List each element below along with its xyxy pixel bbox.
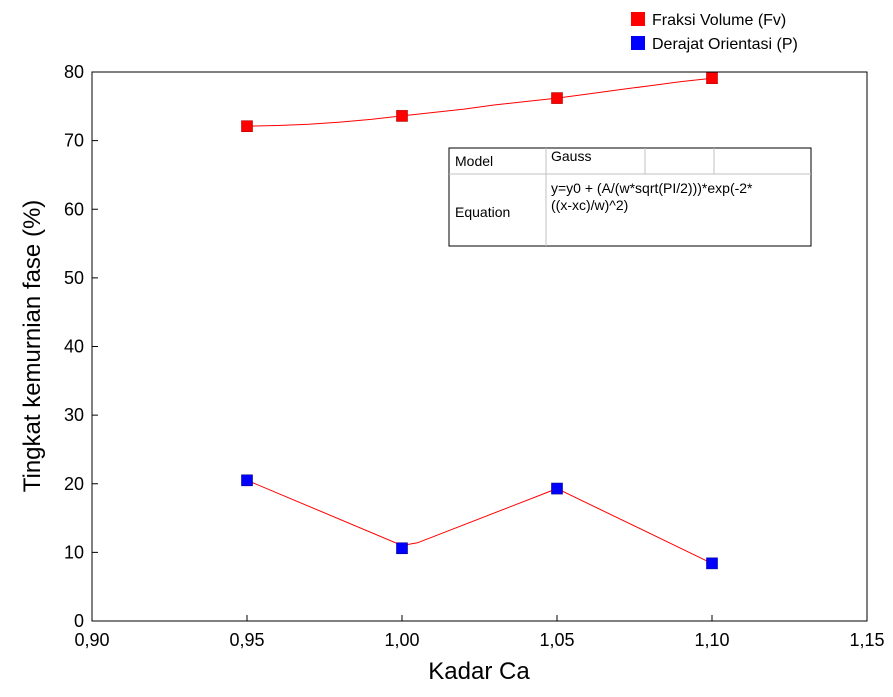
x-tick-label: 1,00 [384, 630, 419, 650]
y-tick-label: 20 [64, 474, 84, 494]
info-box-equation-line1: y=y0 + (A/(w*sqrt(PI/2)))*exp(-2* [551, 180, 753, 196]
y-tick-label: 30 [64, 405, 84, 425]
legend-label-fraksi-volume: Fraksi Volume (Fv) [652, 12, 786, 29]
info-box-frame [448, 147, 812, 247]
y-tick-label: 60 [64, 199, 84, 219]
x-axis-title: Kadar Ca [428, 658, 530, 685]
fit-lines [246, 77, 713, 564]
x-tick-label: 1,15 [849, 630, 884, 650]
x-tick-label: 0,95 [229, 630, 264, 650]
x-tick-label: 0,90 [74, 630, 109, 650]
info-box-model-value: Gauss [551, 148, 591, 164]
x-tick-label: 1,05 [539, 630, 574, 650]
legend-swatch-derajat-orientasi [631, 36, 645, 50]
data-point-series-0 [241, 120, 253, 133]
info-box-model-label: Model [455, 153, 493, 169]
info-box-equation-line2: ((x-xc)/w)^2) [551, 197, 628, 213]
info-box-equation-label: Equation [455, 204, 510, 220]
y-tick-label: 70 [64, 131, 84, 151]
legend-label-derajat-orientasi: Derajat Orientasi (P) [652, 36, 798, 53]
x-axis-ticks: 0,90 0,95 1,00 1,05 1,10 1,15 [74, 615, 885, 650]
data-point-series-1 [551, 482, 563, 495]
y-tick-label: 50 [64, 268, 84, 288]
y-tick-label: 40 [64, 337, 84, 357]
data-point-series-0 [706, 72, 718, 84]
legend-swatch-fraksi-volume [631, 12, 645, 26]
fit-info-box: Model Gauss Equation y=y0 + (A/(w*sqrt(P… [448, 147, 812, 247]
y-tick-label: 0 [74, 611, 84, 631]
y-axis-ticks: 0 10 20 30 40 50 60 70 80 [64, 62, 98, 631]
y-tick-label: 80 [64, 62, 84, 82]
data-point-series-0 [551, 92, 563, 104]
data-point-series-1 [706, 557, 718, 570]
data-markers [241, 72, 718, 570]
data-point-series-0 [396, 110, 408, 122]
fit-line-series-0 [246, 77, 713, 127]
data-point-series-1 [396, 542, 408, 555]
data-point-series-1 [241, 474, 253, 487]
legend: Fraksi Volume (Fv) Derajat Orientasi (P) [631, 12, 798, 53]
y-tick-label: 10 [64, 542, 84, 562]
x-tick-label: 1,10 [694, 630, 729, 650]
fit-line-series-1 [246, 479, 713, 564]
y-axis-title: Tingkat kemurnian fase (%) [19, 200, 46, 493]
